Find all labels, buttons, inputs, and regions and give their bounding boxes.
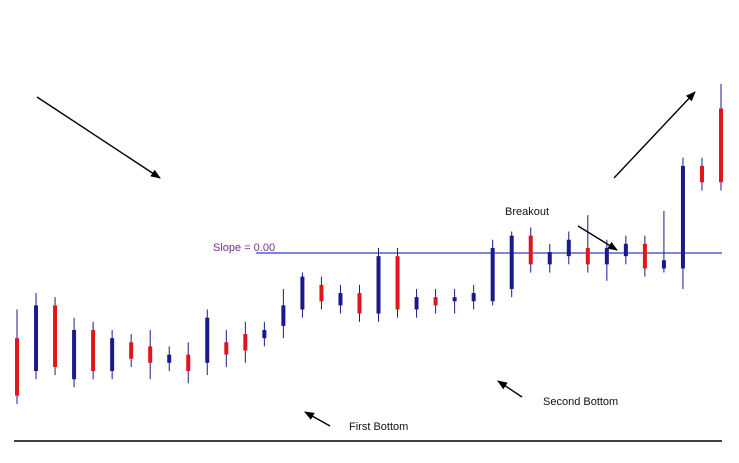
candle-up xyxy=(262,329,267,339)
candle-down xyxy=(91,329,96,372)
candle-up xyxy=(376,256,381,314)
candle-down xyxy=(395,256,400,310)
candle-down xyxy=(53,305,58,367)
candle-up xyxy=(661,260,666,269)
candle-down xyxy=(699,165,704,183)
breakout-label: Breakout xyxy=(505,206,549,218)
candles-group xyxy=(15,83,723,404)
candle-down xyxy=(224,342,229,355)
candle-down xyxy=(186,354,191,372)
uptrend-arrow xyxy=(613,91,696,179)
candle-up xyxy=(509,235,514,289)
candle-up xyxy=(34,305,39,372)
candle-down xyxy=(15,338,19,396)
candle-down xyxy=(357,293,362,314)
second-bottom-arrow xyxy=(497,380,523,398)
candle-up xyxy=(547,252,552,265)
candle-up xyxy=(490,247,495,302)
candle-up xyxy=(72,329,77,380)
candle-up xyxy=(414,297,419,310)
candle-down xyxy=(585,247,590,265)
candle-down xyxy=(319,284,324,302)
candle-up xyxy=(338,293,343,306)
candle-up xyxy=(680,165,685,269)
candle-down xyxy=(129,342,134,359)
candle-down xyxy=(433,297,438,306)
candle-down xyxy=(642,243,647,269)
breakout-arrow xyxy=(577,225,618,251)
candle-up xyxy=(281,305,286,326)
first-bottom-label: First Bottom xyxy=(349,421,408,433)
downtrend-arrow xyxy=(36,96,161,179)
candle-up xyxy=(110,338,115,372)
candle-up xyxy=(566,239,571,257)
candle-down xyxy=(243,334,248,351)
first-bottom-arrow xyxy=(304,411,331,427)
candle-up xyxy=(205,317,210,363)
candle-up xyxy=(604,247,609,265)
slope-label: Slope = 0.00 xyxy=(213,242,275,254)
candle-up xyxy=(300,276,305,310)
candle-down xyxy=(719,108,723,183)
candle-down xyxy=(148,346,153,363)
candle-up xyxy=(623,243,628,257)
candle-up xyxy=(167,354,172,363)
candle-down xyxy=(528,235,533,265)
second-bottom-label: Second Bottom xyxy=(543,396,618,408)
candle-up xyxy=(471,293,476,302)
candle-up xyxy=(452,297,457,302)
